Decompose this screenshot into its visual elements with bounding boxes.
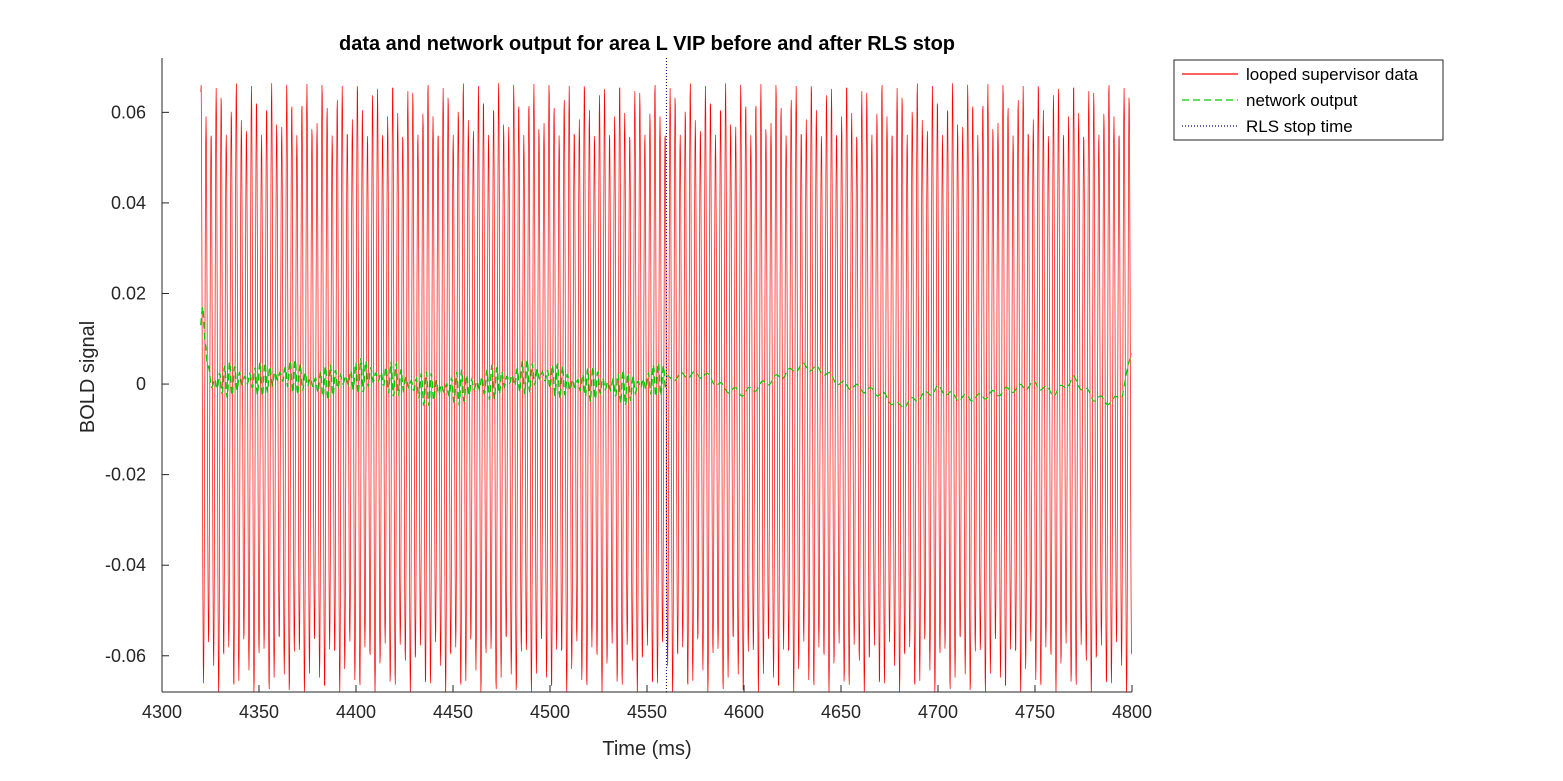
legend-entry-label: looped supervisor data: [1246, 65, 1419, 84]
x-tick-label: 4700: [918, 702, 958, 722]
y-tick-label: 0.04: [111, 193, 146, 213]
x-axis-label: Time (ms): [602, 738, 691, 760]
x-tick-label: 4400: [336, 702, 376, 722]
y-axis-label: BOLD signal: [77, 321, 99, 433]
x-tick-label: 4500: [530, 702, 570, 722]
axes-layer: 4300 4350 4400 4450 4500 4550 4600 4650 4700 4750…: [105, 58, 1152, 722]
y-tick-label: -0.06: [105, 646, 146, 666]
x-tick-label: 4450: [433, 702, 473, 722]
legend-entry-label: RLS stop time: [1246, 117, 1353, 136]
data-layer: [200, 58, 1132, 692]
x-tick-label: 4650: [821, 702, 861, 722]
x-tick-label: 4550: [627, 702, 667, 722]
series-line-network-output-free-run: [666, 353, 1132, 409]
x-tick-label: 4300: [142, 702, 182, 722]
series-line-looped-supervisor-data: [200, 83, 1132, 692]
chart-title: data and network output for area L VIP b…: [339, 33, 955, 55]
x-tick-label: 4800: [1112, 702, 1152, 722]
legend-entry-label: network output: [1246, 91, 1358, 110]
y-tick-label: 0.02: [111, 283, 146, 303]
plot-area: 4300 4350 4400 4450 4500 4550 4600 4650 4700 4750…: [105, 58, 1152, 722]
y-tick-label: -0.02: [105, 465, 146, 485]
y-tick-label: -0.04: [105, 555, 146, 575]
legend: looped supervisor data network output RLS …: [1173, 59, 1444, 141]
y-tick-label: 0.06: [111, 102, 146, 122]
x-tick-label: 4600: [724, 702, 764, 722]
y-tick-label: 0: [136, 374, 146, 394]
x-tick-label: 4750: [1015, 702, 1055, 722]
series-line-network-output-training: [200, 306, 668, 407]
x-tick-label: 4350: [239, 702, 279, 722]
